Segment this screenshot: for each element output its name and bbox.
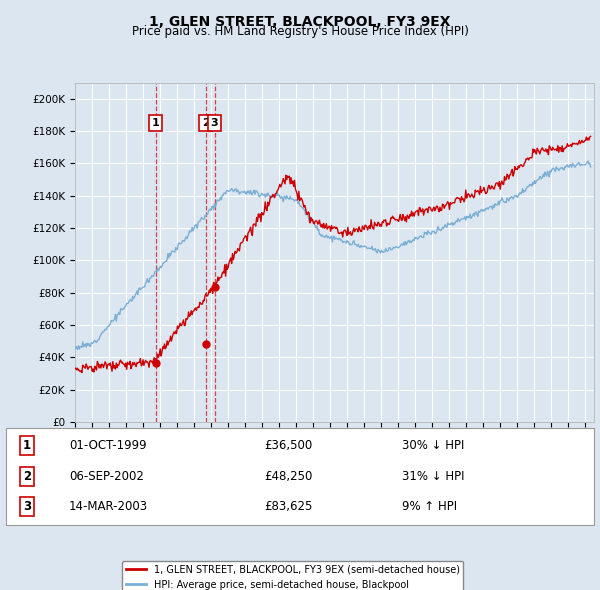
Text: 2: 2 bbox=[23, 470, 31, 483]
Text: 01-OCT-1999: 01-OCT-1999 bbox=[69, 439, 146, 452]
Text: 06-SEP-2002: 06-SEP-2002 bbox=[69, 470, 144, 483]
Text: 1: 1 bbox=[152, 118, 160, 128]
Text: 3: 3 bbox=[211, 118, 218, 128]
Text: £83,625: £83,625 bbox=[264, 500, 313, 513]
Text: 30% ↓ HPI: 30% ↓ HPI bbox=[402, 439, 464, 452]
Text: 14-MAR-2003: 14-MAR-2003 bbox=[69, 500, 148, 513]
Text: 9% ↑ HPI: 9% ↑ HPI bbox=[402, 500, 457, 513]
Text: 2: 2 bbox=[202, 118, 209, 128]
Text: 3: 3 bbox=[23, 500, 31, 513]
Text: 1, GLEN STREET, BLACKPOOL, FY3 9EX: 1, GLEN STREET, BLACKPOOL, FY3 9EX bbox=[149, 15, 451, 29]
Text: £48,250: £48,250 bbox=[264, 470, 313, 483]
Text: Price paid vs. HM Land Registry's House Price Index (HPI): Price paid vs. HM Land Registry's House … bbox=[131, 25, 469, 38]
Text: £36,500: £36,500 bbox=[264, 439, 312, 452]
Text: 1: 1 bbox=[23, 439, 31, 452]
Text: 31% ↓ HPI: 31% ↓ HPI bbox=[402, 470, 464, 483]
Legend: 1, GLEN STREET, BLACKPOOL, FY3 9EX (semi-detached house), HPI: Average price, se: 1, GLEN STREET, BLACKPOOL, FY3 9EX (semi… bbox=[122, 560, 463, 590]
